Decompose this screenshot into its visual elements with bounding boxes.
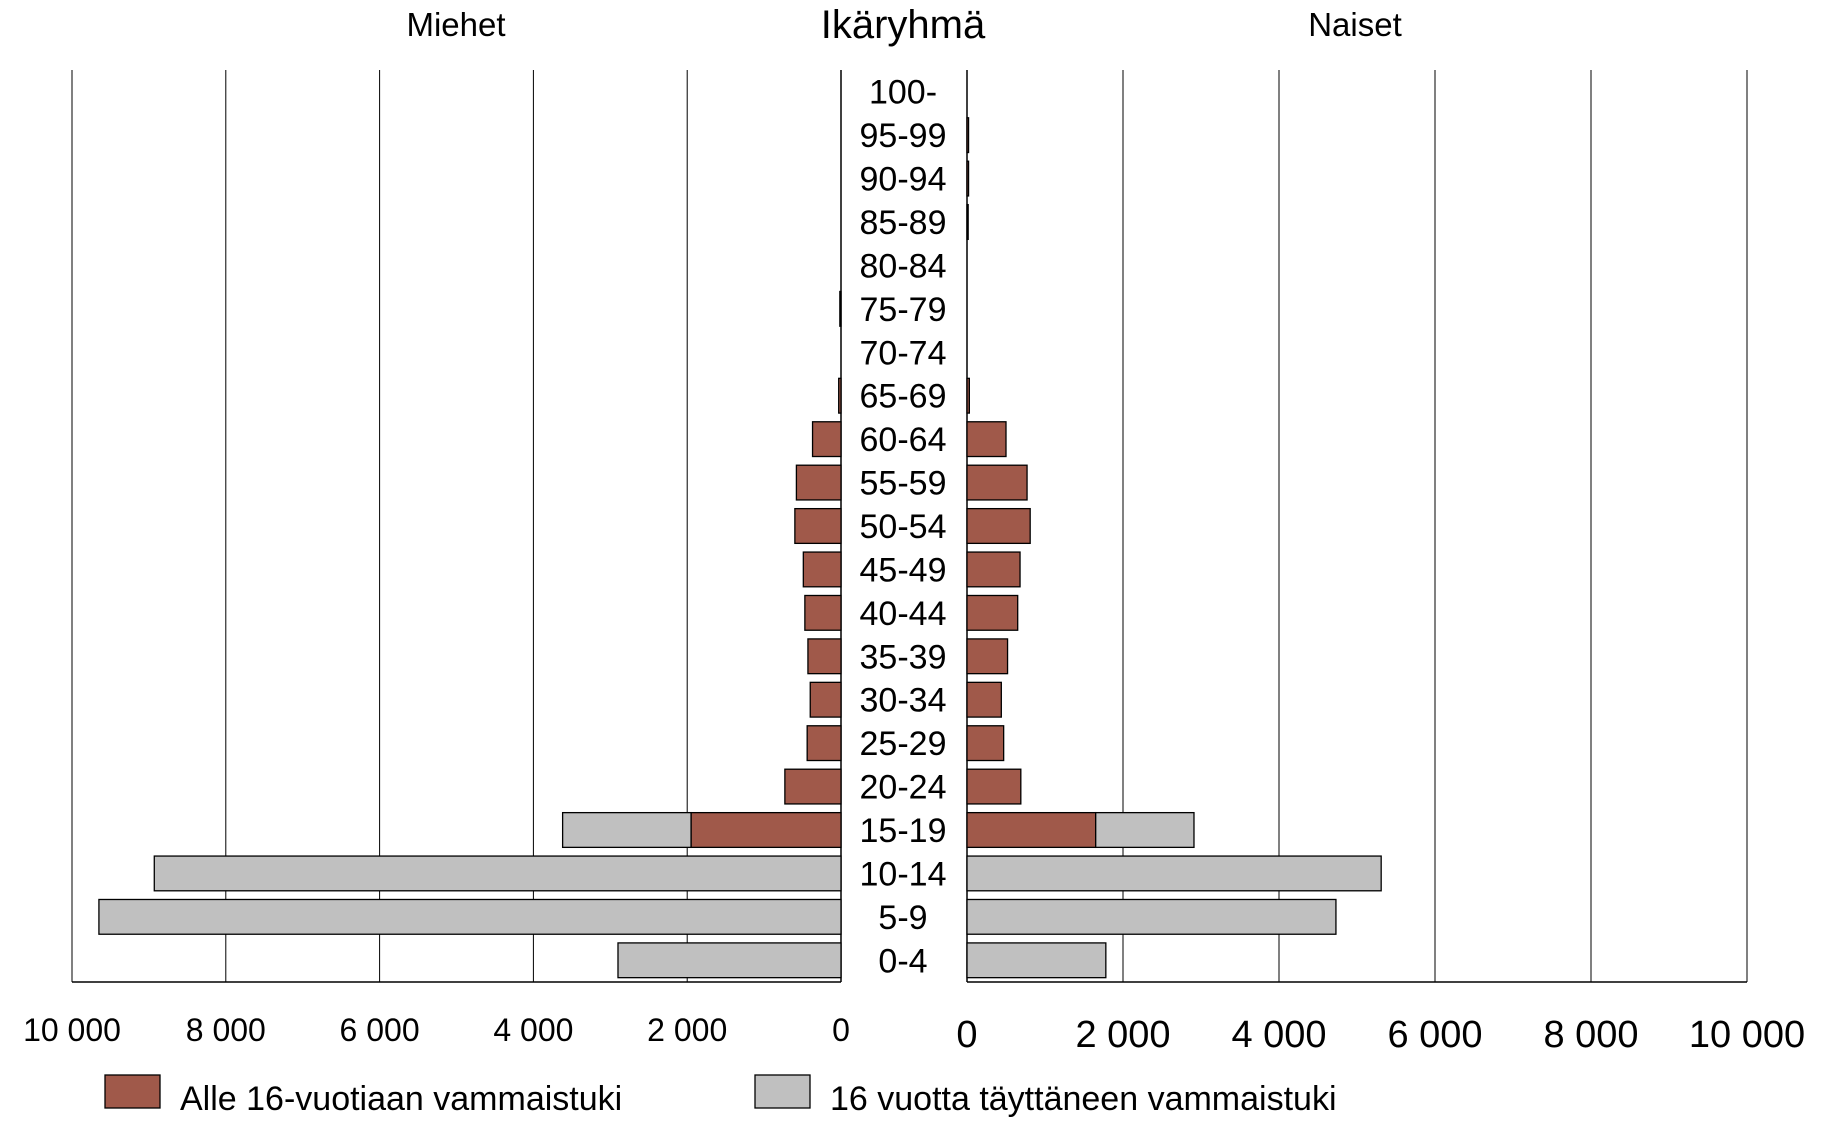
bar-men-30-34-s0 (809, 681, 842, 718)
category-label: 5-9 (878, 899, 927, 937)
right-panel-title: Naiset (1308, 6, 1402, 43)
tick-label-left: 8 000 (186, 1012, 266, 1048)
bar-women-85-89-s0 (966, 203, 969, 241)
bar-women-25-29-s0 (966, 725, 1005, 762)
bar-men-35-39-s0 (807, 638, 842, 675)
bar-men-10-14-s1 (153, 855, 842, 892)
tick-label-right: 2 000 (1075, 1014, 1170, 1056)
category-label: 100- (869, 74, 937, 112)
bar-women-90-94-s0 (966, 160, 970, 197)
category-label: 25-29 (860, 725, 947, 763)
category-label: 40-44 (860, 595, 947, 633)
bar-women-60-64-s0 (966, 421, 1007, 458)
category-label: 50-54 (860, 508, 947, 546)
bar-men-60-64-s0 (811, 421, 842, 458)
bar-women-55-59-s0 (966, 464, 1028, 501)
tick-label-left: 0 (832, 1012, 850, 1048)
category-label: 85-89 (860, 204, 947, 242)
bar-men-5-9-s1 (98, 898, 842, 935)
category-label: 10-14 (860, 855, 947, 893)
category-label: 80-84 (860, 247, 947, 285)
bar-men-15-19-s1 (561, 811, 692, 849)
category-label: 15-19 (860, 812, 947, 850)
category-label: 90-94 (860, 161, 947, 199)
tick-label-right: 10 000 (1689, 1014, 1805, 1056)
category-label: 35-39 (860, 638, 947, 676)
center-label: Ikäryhmä (821, 3, 986, 47)
tick-label-left: 10 000 (23, 1012, 121, 1048)
tick-label-right: 0 (956, 1014, 977, 1056)
tick-label-right: 8 000 (1543, 1014, 1638, 1056)
legend-label: 16 vuotta täyttäneen vammaistuki (830, 1080, 1337, 1117)
category-label: 60-64 (860, 421, 947, 459)
bar-men-15-19-s0 (690, 811, 842, 849)
legend: Alle 16-vuotiaan vammaistuki 16 vuotta tä… (104, 1074, 1337, 1118)
bar-men-65-69-s0 (838, 377, 842, 414)
category-label: 30-34 (860, 682, 947, 720)
tick-label-right: 4 000 (1231, 1014, 1326, 1056)
category-label: 0-4 (878, 942, 927, 980)
category-label: 20-24 (860, 769, 947, 807)
bar-women-15-19-s1 (1095, 811, 1195, 849)
bar-men-50-54-s0 (794, 507, 842, 545)
bar-women-0-4-s1 (966, 942, 1107, 979)
bar-women-30-34-s0 (966, 681, 1002, 718)
tick-label-right: 6 000 (1387, 1014, 1482, 1056)
legend-swatch (754, 1074, 811, 1109)
bar-men-25-29-s0 (806, 725, 842, 762)
bar-men-75-79-s0 (839, 290, 842, 327)
category-label: 70-74 (860, 334, 947, 372)
category-label: 65-69 (860, 378, 947, 416)
bar-women-50-54-s0 (966, 507, 1031, 545)
bar-men-20-24-s0 (784, 768, 842, 805)
category-label: 45-49 (860, 551, 947, 589)
bar-men-45-49-s0 (802, 551, 842, 588)
left-panel-title: Miehet (406, 6, 505, 43)
legend-label: Alle 16-vuotiaan vammaistuki (180, 1080, 622, 1117)
bar-men-40-44-s0 (804, 594, 842, 631)
bar-men-55-59-s0 (795, 464, 842, 501)
category-label: 55-59 (860, 465, 947, 503)
legend-swatch (104, 1074, 161, 1109)
tick-label-left: 4 000 (493, 1012, 573, 1048)
bar-women-20-24-s0 (966, 768, 1022, 805)
bar-women-65-69-s0 (966, 377, 970, 414)
bar-women-45-49-s0 (966, 551, 1021, 588)
bar-women-10-14-s1 (966, 855, 1382, 892)
bar-women-35-39-s0 (966, 638, 1009, 675)
bar-men-0-4-s1 (617, 942, 842, 979)
category-label: 95-99 (860, 117, 947, 155)
category-label: 75-79 (860, 291, 947, 329)
bar-women-95-99-s0 (966, 117, 970, 154)
bar-women-5-9-s1 (966, 898, 1337, 935)
tick-label-left: 2 000 (647, 1012, 727, 1048)
bar-women-15-19-s0 (966, 811, 1097, 849)
tick-label-left: 6 000 (340, 1012, 420, 1048)
bar-women-40-44-s0 (966, 594, 1019, 631)
